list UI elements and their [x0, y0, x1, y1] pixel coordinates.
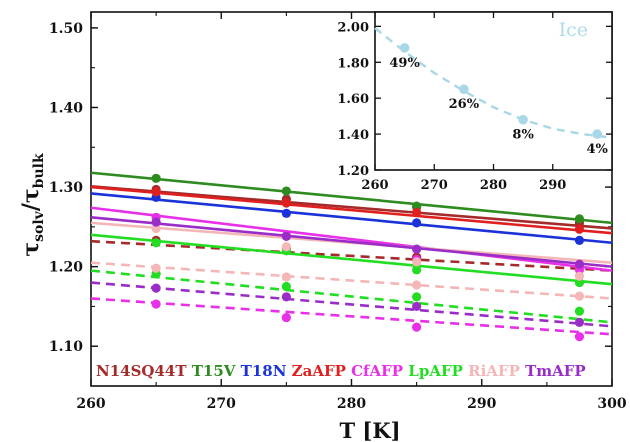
x-tick-label-260: 260: [76, 396, 105, 412]
inset-x-tick-label-290: 290: [539, 178, 566, 193]
inset-frame: [374, 11, 613, 171]
data-point-riafp-1-0: [151, 263, 161, 273]
data-point-zaafp-0-0: [151, 187, 161, 197]
data-point-riafp-1-3: [574, 291, 585, 301]
y-axis-label: τsolv/τbulk: [18, 153, 47, 257]
x-axis-label: T [K]: [339, 418, 400, 442]
data-point-riafp-0-0: [151, 223, 161, 234]
data-point-lpafp-1-1: [281, 281, 291, 292]
data-point-riafp-0-1: [281, 242, 291, 252]
data-point-t15v-0-3: [574, 214, 585, 224]
inset-x-tick-label-280: 280: [480, 178, 507, 193]
data-point-tmafp-1-3: [574, 317, 585, 327]
data-point-riafp-1-2: [412, 280, 422, 290]
inset-y-tick-label-1.40: 1.40: [337, 128, 369, 143]
inset-y-tick-label-2.00: 2.00: [337, 20, 369, 35]
data-point-tmafp-1-1: [281, 292, 291, 302]
fit-line-n14sq44t-solid-0: [90, 184, 613, 230]
data-point-riafp-0-3: [574, 271, 585, 281]
fit-line-tmafp-solid-0: [90, 216, 613, 268]
data-point-tmafp-0-2: [412, 244, 422, 254]
inset-point-label-1: 26%: [449, 97, 480, 112]
y-axis-label-sub-bulk: bulk: [31, 153, 47, 188]
inset-data-point-1: [459, 84, 469, 95]
data-point-zaafp-0-2: [412, 207, 422, 218]
legend-entry-n14sq44t: N14SQ44T: [96, 362, 187, 380]
data-point-zaafp-0-1: [281, 198, 291, 208]
data-point-tmafp-0-0: [151, 217, 161, 227]
fit-line-n14sq44t-dashed-1: [90, 239, 613, 272]
inset-y-tick-label-1.20: 1.20: [337, 164, 369, 179]
data-point-lpafp-0-3: [574, 277, 585, 288]
y-axis-label-sub-solv: solv: [31, 210, 47, 242]
data-point-t18n-0-1: [281, 208, 291, 218]
legend-entry-lpafp: LpAFP: [403, 362, 463, 380]
data-point-t15v-0-2: [412, 201, 422, 211]
y-tick-label-1.30: 1.30: [49, 180, 83, 196]
inset-title: Ice: [559, 19, 588, 41]
data-point-t18n-0-2: [412, 218, 422, 228]
data-point-lpafp-1-2: [412, 292, 422, 302]
legend-row: N14SQ44T T15V T18N ZaAFP CfAFP LpAFP RiA…: [96, 362, 586, 380]
legend-entry-riafp: RiAFP: [463, 362, 520, 380]
inset-x-tick-label-270: 270: [421, 178, 448, 193]
legend-entry-zaafp: ZaAFP: [286, 362, 345, 380]
y-tick-label-1.20: 1.20: [49, 260, 83, 276]
legend-entry-tmafp: TmAFP: [520, 362, 586, 380]
data-point-cfafp-1-0: [151, 299, 161, 309]
inset-y-tick-label-1.80: 1.80: [337, 56, 369, 71]
x-tick-label-290: 290: [467, 396, 496, 412]
inset-data-point-2: [518, 114, 528, 125]
y-tick-label-1.10: 1.10: [49, 339, 83, 355]
data-point-t15v-0-0: [151, 173, 161, 183]
data-point-riafp-1-1: [281, 272, 291, 282]
inset-plot: 260 270 280 290 1.20 1.40 1.60 1.80 2.00 Ice 49% 26…: [337, 11, 613, 193]
x-tick-label-270: 270: [207, 396, 236, 412]
x-tick-label-280: 280: [337, 396, 366, 412]
fit-line-riafp-dashed-1: [90, 261, 613, 300]
legend-entry-t18n: T18N: [235, 362, 286, 380]
data-point-t15v-0-1: [281, 186, 291, 196]
fit-line-zaafp-solid-0: [90, 185, 613, 235]
fit-line-tmafp-dashed-1: [90, 281, 613, 328]
inset-point-label-0: 49%: [389, 56, 420, 71]
inset-y-tick-label-1.60: 1.60: [337, 92, 369, 107]
y-tick-label-1.50: 1.50: [49, 21, 83, 37]
fit-line-lpafp-solid-0: [90, 233, 613, 286]
legend-entry-cfafp: CfAFP: [346, 362, 403, 380]
y-tick-label-1.40: 1.40: [49, 100, 83, 116]
legend: N14SQ44T T15V T18N ZaAFP CfAFP LpAFP RiA…: [96, 362, 586, 380]
inset-data-point-0: [399, 43, 410, 53]
legend-entry-t15v: T15V: [187, 362, 236, 380]
fit-line-lpafp-dashed-1: [90, 269, 613, 324]
data-point-lpafp-0-0: [151, 238, 161, 248]
y-axis-label-slash-tau: /τ: [18, 188, 44, 211]
data-point-t18n-0-3: [574, 235, 585, 245]
x-tick-label-300: 300: [597, 396, 626, 412]
data-point-riafp-0-2: [412, 257, 422, 267]
inset-data-point-3: [592, 129, 602, 139]
data-point-lpafp-1-3: [574, 306, 585, 316]
fit-line-t15v-solid-0: [90, 171, 613, 225]
main-plot: 260 270 280 290 300 1.10 1.20 1.30 1.40 1.50: [49, 11, 627, 412]
data-point-tmafp-1-0: [151, 283, 161, 293]
data-point-lpafp-0-2: [412, 265, 422, 275]
data-point-tmafp-0-1: [281, 231, 291, 241]
data-point-cfafp-1-3: [574, 332, 585, 342]
inset-x-tick-label-260: 260: [361, 178, 388, 193]
data-point-cfafp-1-2: [412, 322, 422, 332]
fit-line-cfafp-solid-0: [90, 206, 613, 272]
fit-line-cfafp-dashed-1: [90, 297, 613, 336]
inset-fit-curve: [374, 27, 613, 139]
fit-line-t18n-solid-0: [90, 192, 613, 245]
y-axis-label-tau: τ: [18, 242, 44, 257]
inset-point-label-2: 8%: [512, 128, 534, 143]
inset-point-label-3: 4%: [586, 142, 608, 157]
data-point-zaafp-0-3: [574, 224, 585, 234]
data-point-cfafp-1-1: [281, 312, 291, 323]
data-point-tmafp-0-3: [574, 259, 585, 269]
data-point-tmafp-1-2: [412, 301, 422, 312]
